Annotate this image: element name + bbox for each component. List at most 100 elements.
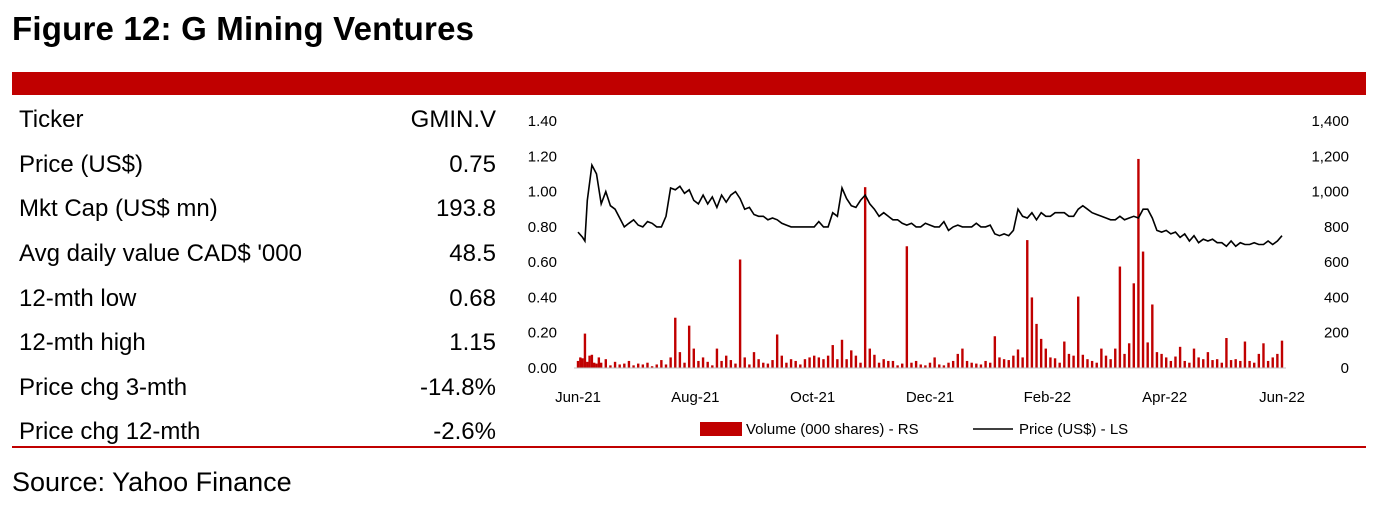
stat-label: Ticker [19, 106, 84, 134]
stats-row: 12-mth high 1.15 [12, 321, 496, 366]
volume-bar [905, 246, 909, 368]
x-axis-tick-label: Aug-21 [671, 389, 719, 406]
volume-bar [725, 355, 728, 368]
volume-bar [826, 355, 830, 368]
x-axis-tick-label: Feb-22 [1024, 389, 1072, 406]
volume-bar [1100, 348, 1103, 368]
volume-bar [715, 348, 719, 368]
volume-bar [743, 357, 746, 368]
volume-bar [641, 364, 645, 368]
volume-bar [1146, 342, 1149, 368]
volume-bar [836, 359, 839, 368]
x-axis-tick-label: Jun-22 [1259, 389, 1305, 406]
volume-bar [1053, 358, 1057, 368]
volume-bar [1067, 353, 1071, 368]
volume-bar [1215, 359, 1219, 368]
volume-bar [817, 357, 821, 368]
volume-bar [1202, 359, 1205, 368]
stats-row: 12-mth low 0.68 [12, 276, 496, 321]
chart-legend: Volume (000 shares) - RS Price (US$) - L… [700, 421, 1128, 438]
volume-bar [1188, 362, 1191, 368]
stat-label: Price (US$) [19, 150, 144, 178]
right-axis-tick-label: 800 [1324, 219, 1349, 236]
volume-bar [785, 362, 788, 368]
volume-bar [1049, 357, 1052, 368]
volume-bar [910, 362, 913, 368]
volume-bar [581, 358, 584, 368]
volume-bar [947, 362, 950, 368]
stat-value: -2.6% [433, 418, 496, 446]
volume-bar [1192, 348, 1196, 368]
volume-bar [701, 357, 705, 368]
volume-bar [1211, 360, 1214, 368]
right-axis-tick-label: 1,200 [1311, 148, 1349, 165]
volume-bar [597, 357, 601, 368]
volume-bar [901, 363, 904, 368]
volume-bar [660, 360, 663, 368]
stat-value: 48.5 [449, 240, 496, 268]
stats-row: Price (US$) 0.75 [12, 143, 496, 188]
stat-value: 0.75 [449, 150, 496, 178]
volume-bar [632, 365, 635, 368]
volume-bar [697, 360, 700, 368]
volume-bar [1266, 360, 1270, 368]
volume-bar [664, 364, 668, 368]
volume-bar [1197, 357, 1200, 368]
volume-bar [1248, 360, 1251, 368]
left-axis-tick-label: 0.00 [528, 360, 557, 377]
volume-bar [794, 360, 797, 368]
volume-bar [1151, 304, 1154, 368]
left-axis-tick-label: 1.00 [528, 184, 557, 201]
volume-bar [627, 360, 631, 368]
volume-bar [613, 361, 617, 368]
volume-bar [1039, 338, 1043, 368]
volume-bar [1257, 353, 1261, 368]
volume-bar [687, 325, 691, 368]
header-red-bar [12, 72, 1366, 95]
volume-bar [1127, 343, 1131, 368]
volume-bar [748, 364, 751, 368]
right-axis-tick-label: 600 [1324, 254, 1349, 271]
volume-bar [623, 363, 626, 368]
volume-bar [590, 354, 594, 368]
volume-bar [1271, 357, 1274, 368]
volume-bar [938, 364, 941, 368]
left-axis-tick-label: 1.20 [528, 148, 557, 165]
volume-bar [979, 364, 983, 368]
volume-bar [1225, 338, 1228, 368]
x-axis-tick-label: Oct-21 [790, 389, 835, 406]
stat-value: GMIN.V [410, 106, 496, 134]
price-line [577, 162, 1283, 248]
volume-bar [1072, 355, 1075, 368]
volume-bar [854, 355, 858, 368]
left-axis-tick-label: 0.60 [528, 254, 557, 271]
left-axis-tick-label: 0.20 [528, 325, 557, 342]
left-axis-tick-label: 0.80 [528, 219, 557, 236]
volume-bar [928, 362, 932, 368]
right-axis-tick-label: 400 [1324, 289, 1349, 306]
volume-bar [599, 362, 603, 368]
volume-bar [822, 359, 825, 368]
volume-bar [646, 362, 649, 368]
volume-bar [593, 362, 596, 368]
right-axis-tick-label: 1,000 [1311, 184, 1349, 201]
left-axis-tick-label: 1.40 [528, 113, 557, 130]
volume-bar [868, 348, 871, 368]
stat-value: 1.15 [449, 329, 496, 357]
volume-bar [780, 355, 783, 368]
volume-bar [720, 360, 723, 368]
volume-bar [1012, 355, 1015, 368]
volume-bars [576, 158, 1284, 368]
bottom-rule [12, 446, 1366, 448]
volume-bar [1035, 323, 1038, 368]
volume-bar [734, 363, 737, 368]
volume-bar [840, 339, 844, 368]
volume-bar [771, 360, 774, 368]
volume-bar [863, 187, 867, 368]
volume-bar [1123, 353, 1126, 368]
volume-bar [655, 364, 658, 368]
volume-bar [859, 362, 862, 368]
volume-bar [1262, 343, 1265, 368]
volume-bar [965, 360, 969, 368]
volume-bar [706, 361, 709, 368]
